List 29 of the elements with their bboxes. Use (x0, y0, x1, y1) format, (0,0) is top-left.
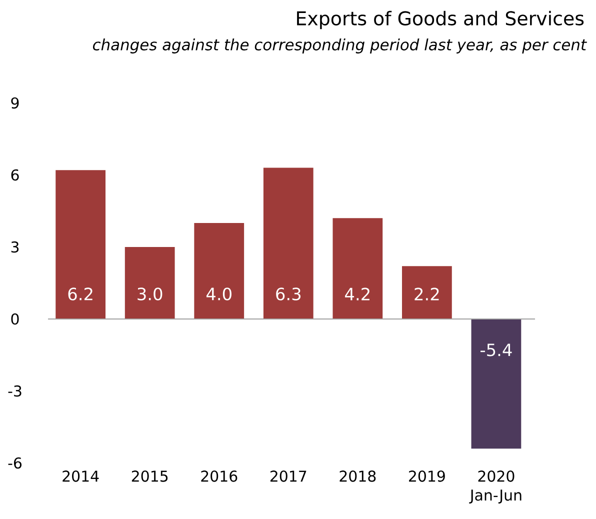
bar (124, 246, 175, 319)
x-tick-label: 2016 (201, 470, 238, 482)
data-label: 4.2 (345, 288, 370, 300)
y-tick-label: 6 (11, 169, 19, 181)
bar (56, 170, 106, 319)
x-tick-label: 2017 (270, 470, 306, 482)
x-tick-label: 2018 (340, 470, 376, 482)
chart-subtitle: changes against the corresponding period last year, as per cent (93, 38, 588, 54)
bar (471, 318, 522, 449)
y-tick-label: 9 (11, 97, 19, 109)
x-tick-label: 2014 (62, 470, 99, 482)
y-tick-label: 3 (11, 241, 19, 253)
y-tick-label: -6 (8, 457, 22, 469)
data-label: 3.0 (138, 288, 162, 300)
x-tick-label: 2020 Jan-Jun (469, 470, 522, 504)
bar (194, 222, 244, 319)
data-label: 6.2 (68, 288, 92, 300)
bar (263, 168, 314, 319)
chart-title: Exports of Goods and Services (297, 10, 584, 30)
x-tick-label: 2015 (132, 470, 168, 482)
y-tick-label: -3 (8, 385, 22, 397)
data-label: 2.2 (414, 288, 439, 300)
data-label: -5.4 (480, 344, 512, 356)
x-tick-label: 2019 (409, 470, 445, 482)
y-tick-label: 0 (11, 313, 19, 325)
data-label: 4.0 (206, 288, 232, 300)
bar (402, 266, 452, 319)
bar (332, 218, 383, 319)
data-label: 6.3 (276, 288, 300, 300)
